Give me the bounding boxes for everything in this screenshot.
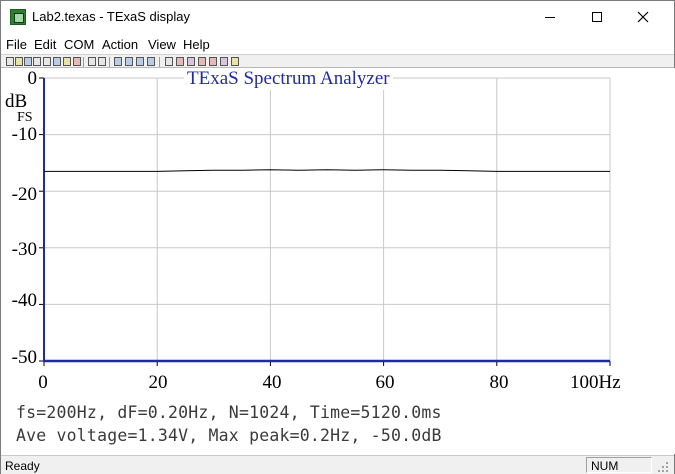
title-bar[interactable]: Lab2.texas - TExaS display <box>1 1 674 33</box>
x-tick-label: 100Hz <box>570 372 621 393</box>
paste-icon[interactable] <box>63 57 71 66</box>
spectrum-plot <box>39 77 611 366</box>
graph-5-icon[interactable] <box>209 57 217 66</box>
menu-action[interactable]: Action <box>102 37 139 52</box>
close-icon <box>637 11 649 23</box>
y-tick-label: -10 <box>11 124 37 145</box>
y-tick-label: -50 <box>11 347 37 368</box>
analysis-readout-line2: Ave voltage=1.34V, Max peak=0.2Hz, -50.0… <box>16 426 442 445</box>
scope-4-icon[interactable] <box>147 57 155 66</box>
graph-1-icon[interactable] <box>165 57 173 66</box>
maximize-button[interactable] <box>574 1 620 33</box>
graph-6-icon[interactable] <box>220 57 228 66</box>
save-file-icon[interactable] <box>24 57 32 66</box>
print-icon[interactable] <box>33 57 41 66</box>
toolbar-separator <box>109 57 110 67</box>
num-lock-pane: NUM <box>586 457 652 473</box>
graph-4-icon[interactable] <box>198 57 206 66</box>
close-button[interactable] <box>620 1 666 33</box>
x-tick-label: 80 <box>489 372 509 393</box>
menu-com[interactable]: COM <box>64 37 95 52</box>
probe-2-icon[interactable] <box>98 57 106 66</box>
texas-app-icon <box>10 9 26 25</box>
y-axis-unit-subscript: FS <box>17 110 33 125</box>
graph-3-icon[interactable] <box>187 57 195 66</box>
spectrum-trace-line <box>44 169 610 172</box>
status-text: Ready <box>5 459 40 473</box>
analysis-readout-line1: fs=200Hz, dF=0.20Hz, N=1024, Time=5120.0… <box>16 403 442 422</box>
menu-file[interactable]: File <box>6 37 27 52</box>
maximize-icon <box>592 12 602 22</box>
scope-2-icon[interactable] <box>125 57 133 66</box>
y-tick-label: -40 <box>11 290 37 311</box>
toolbar <box>1 54 674 68</box>
y-tick-label: 0 <box>27 68 38 89</box>
toolbar-separator <box>83 57 84 67</box>
scope-1-icon[interactable] <box>114 57 122 66</box>
resize-grip-icon[interactable] <box>656 460 670 474</box>
num-lock-indicator: NUM <box>591 459 619 473</box>
copy-icon[interactable] <box>53 57 61 66</box>
minimize-icon <box>545 16 555 18</box>
chart-title: TExaS Spectrum Analyzer <box>184 68 393 90</box>
toolbar-separator <box>159 57 160 67</box>
menu-help[interactable]: Help <box>183 37 210 52</box>
open-file-icon[interactable] <box>15 57 23 66</box>
status-bar: Ready NUM <box>1 455 674 474</box>
x-tick-label: 60 <box>375 372 395 393</box>
x-tick-label: 20 <box>148 372 168 393</box>
minimize-button[interactable] <box>527 1 573 33</box>
x-tick-label: 40 <box>262 372 282 393</box>
probe-1-icon[interactable] <box>88 57 96 66</box>
new-file-icon[interactable] <box>6 57 14 66</box>
help-icon[interactable] <box>231 57 239 66</box>
y-axis-unit: dB <box>5 91 28 112</box>
y-tick-label: -30 <box>11 239 37 260</box>
paste-special-icon[interactable] <box>73 57 81 66</box>
menu-bar: File Edit COM Action View Help <box>1 34 674 54</box>
scope-3-icon[interactable] <box>136 57 144 66</box>
x-tick-label: 0 <box>38 372 48 393</box>
spectrum-chart: TExaS Spectrum Analyzer dB FS 0 -10 -20 … <box>2 68 675 454</box>
menu-view[interactable]: View <box>148 37 176 52</box>
window-title: Lab2.texas - TExaS display <box>32 9 191 24</box>
y-tick-label: -20 <box>11 184 37 205</box>
menu-edit[interactable]: Edit <box>34 37 57 52</box>
graph-2-icon[interactable] <box>176 57 184 66</box>
cut-icon[interactable] <box>43 57 51 66</box>
